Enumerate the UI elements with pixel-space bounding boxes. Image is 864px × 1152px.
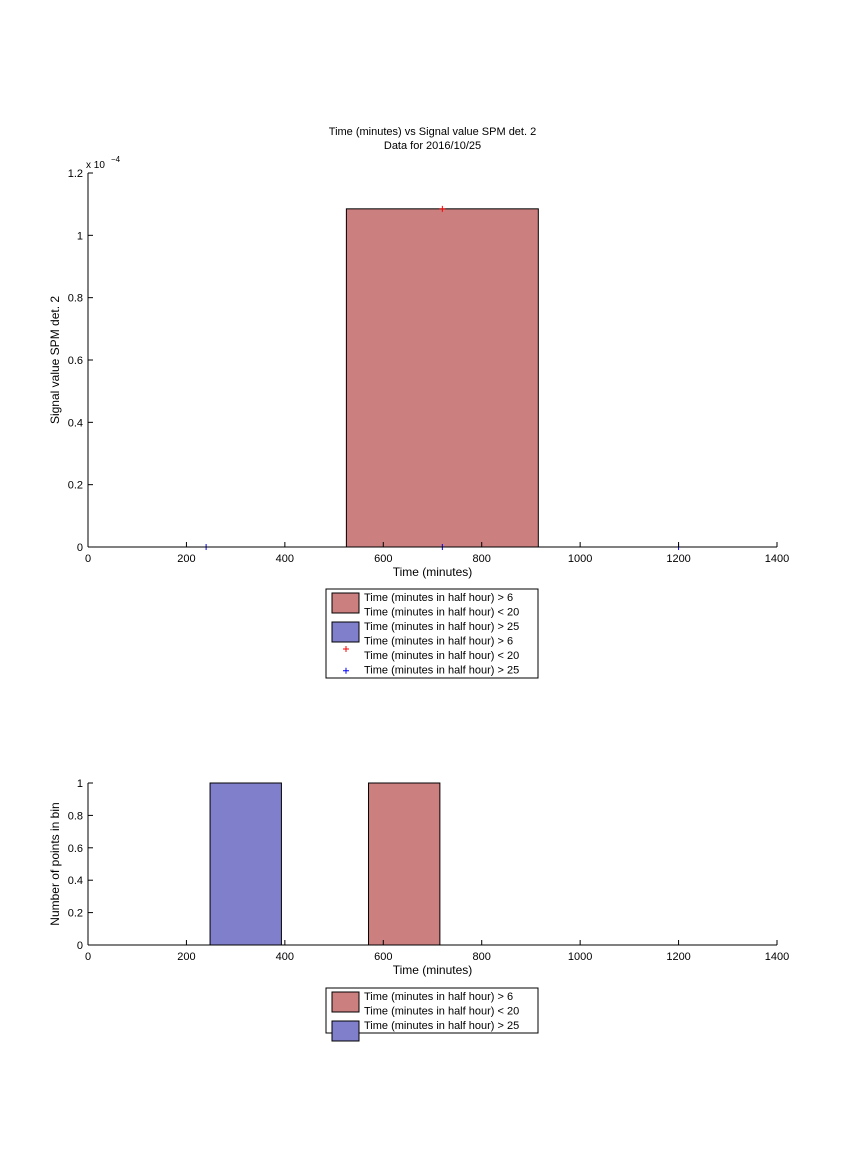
y-axis-label: Signal value SPM det. 2: [48, 296, 62, 424]
legend-entry-line: Time (minutes in half hour) < 20: [364, 1006, 519, 1018]
x-axis-label: Time (minutes): [393, 565, 473, 579]
x-tick-label: 1200: [666, 553, 690, 565]
legend-entry-0: Time (minutes in half hour) > 6 Time (min…: [364, 991, 519, 1018]
y-tick-label: 1.2: [68, 168, 83, 180]
legend-marker-2: [343, 646, 349, 652]
marker-s2-0: [439, 205, 446, 212]
y-tick-label: 0: [77, 542, 83, 554]
x-tick-label: 0: [85, 553, 91, 565]
legend-box: [325, 987, 539, 1034]
x-tick-label: 200: [177, 553, 195, 565]
legend-entry-line: Time (minutes in half hour) > 25: [364, 621, 519, 633]
legend-entry-line: Time (minutes in half hour) > 6: [364, 592, 513, 604]
legend-swatch-1: [331, 1020, 360, 1042]
legend-entry-line: Time (minutes in half hour) > 25: [364, 665, 519, 677]
legend-entry-line: Time (minutes in half hour) > 6: [364, 636, 513, 648]
legend-entry-line: Time (minutes in half hour) < 20: [364, 607, 519, 619]
x-tick-label: 400: [276, 553, 294, 565]
y-tick-label: 0.2: [68, 908, 83, 920]
legend-entry-2: Time (minutes in half hour) > 6 Time (min…: [364, 636, 519, 663]
x-axis-label: Time (minutes): [393, 963, 473, 977]
y-axis-label: Number of points in bin: [48, 802, 62, 925]
chart-title: Time (minutes) vs Signal value SPM det. …: [329, 126, 536, 138]
bar-s0-0: [368, 782, 441, 946]
legend-entry-1: Time (minutes in half hour) > 25: [364, 1020, 519, 1032]
y-tick-label: 0.6: [68, 843, 83, 855]
x-tick-label: 1000: [568, 553, 592, 565]
legend-entry-line: Time (minutes in half hour) > 6: [364, 991, 513, 1003]
legend-marker-3: [343, 667, 349, 674]
x-tick-label: 200: [177, 951, 195, 963]
x-tick-label: 800: [473, 951, 491, 963]
legend-entry-3: Time (minutes in half hour) > 25: [364, 665, 519, 677]
x-tick-label: 800: [473, 553, 491, 565]
x-tick-label: 400: [276, 951, 294, 963]
y-tick-label: 0: [77, 940, 83, 952]
legend-box: [325, 588, 539, 679]
y-tick-label: 0.4: [68, 417, 83, 429]
legend-entry-1: Time (minutes in half hour) > 25: [364, 621, 519, 633]
y-tick-label: 0.8: [68, 810, 83, 822]
legend-swatch-0: [331, 592, 360, 614]
legend-swatch-1: [331, 621, 360, 643]
y-exponent-power: −4: [111, 155, 121, 164]
legend-swatch-0: [331, 991, 360, 1013]
x-tick-label: 0: [85, 951, 91, 963]
y-tick-label: 0.8: [68, 293, 83, 305]
y-tick-label: 1: [77, 230, 83, 242]
y-tick-label: 0.6: [68, 355, 83, 367]
x-tick-label: 1000: [568, 951, 592, 963]
y-exponent-label: x 10: [86, 160, 105, 171]
y-tick-label: 1: [77, 778, 83, 790]
legend-entry-0: Time (minutes in half hour) > 6 Time (min…: [364, 592, 519, 619]
legend-entry-line: Time (minutes in half hour) < 20: [364, 650, 519, 662]
bar-s0-0: [345, 208, 539, 548]
x-tick-label: 600: [374, 553, 392, 565]
bar-s1-0: [209, 782, 282, 946]
y-tick-label: 0.4: [68, 875, 83, 887]
x-tick-label: 600: [374, 951, 392, 963]
chart-subtitle: Data for 2016/10/25: [384, 140, 481, 152]
x-tick-label: 1400: [765, 951, 789, 963]
x-tick-label: 1400: [765, 553, 789, 565]
legend-entry-line: Time (minutes in half hour) > 25: [364, 1020, 519, 1032]
x-tick-label: 1200: [666, 951, 690, 963]
y-tick-label: 0.2: [68, 480, 83, 492]
